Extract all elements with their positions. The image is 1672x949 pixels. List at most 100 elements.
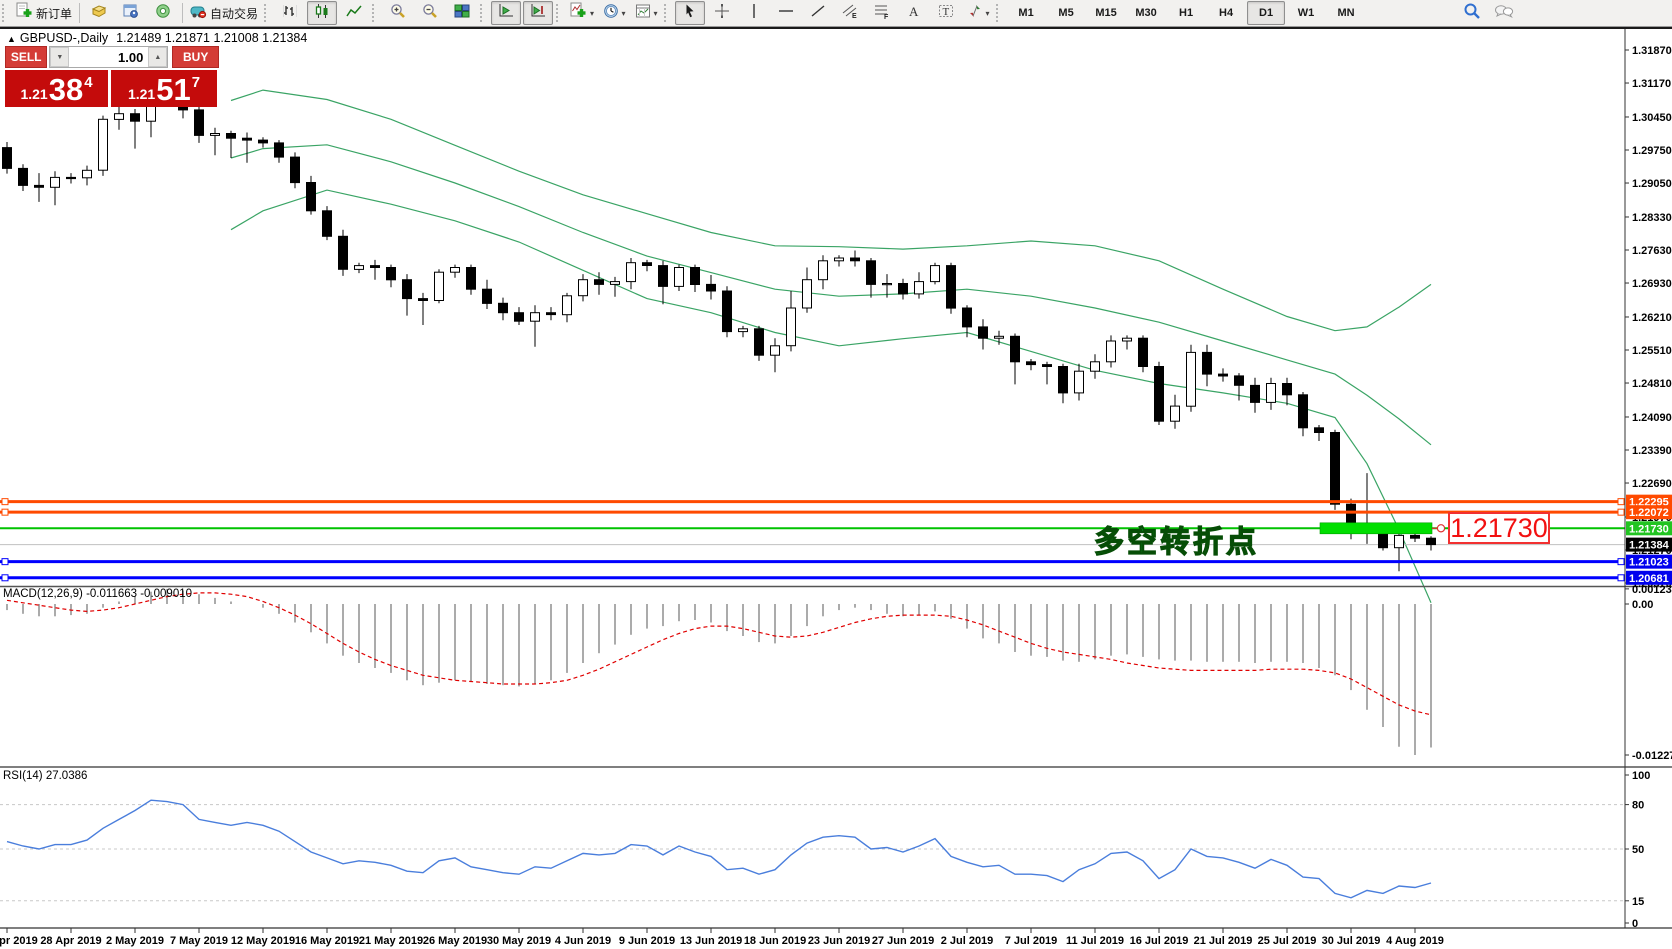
candle-body [1122,337,1132,342]
template-icon [635,3,651,24]
turning-point-zone[interactable] [1319,522,1433,535]
line-handle[interactable] [1617,558,1625,566]
price-axis-label: 1.29050 [1632,178,1672,190]
autotrading-button[interactable]: 自动交易 [187,1,261,25]
search-button[interactable] [1457,1,1487,25]
buy-button[interactable]: BUY [172,46,219,68]
collapse-arrow-icon[interactable]: ▲ [7,34,16,44]
target1-badge-label: 1.21023 [1629,557,1669,569]
turning-point-annotation[interactable]: 多空转折点 [1093,525,1259,559]
candle-body [114,113,124,120]
vertical-line-button[interactable] [739,1,769,25]
arrows-button[interactable]: ▾ [963,1,993,25]
svg-text:F: F [884,14,889,19]
chat-button[interactable] [1489,1,1519,25]
crosshair-button[interactable] [707,1,737,25]
data-window-button[interactable] [116,1,146,25]
toolbar: 新订单 自动交易 ▾ ▾ ▾ E F A T ▾ M1 M5 M15 M30 H1 H4 D1 W1 MN [0,0,1672,27]
timeframe-m30[interactable]: M30 [1127,1,1165,25]
toolbar-separator [79,3,81,23]
candle-body [1218,373,1228,377]
book-icon [91,3,107,24]
horizontal-line-button[interactable] [771,1,801,25]
timeframe-mn[interactable]: MN [1327,1,1365,25]
market-watch-button[interactable] [84,1,114,25]
periods-button[interactable]: ▾ [599,1,629,25]
candle-body [546,312,556,316]
new-order-button[interactable]: 新订单 [13,1,75,25]
shift-icon [530,3,546,24]
timeframe-m1[interactable]: M1 [1007,1,1045,25]
timeframe-m1-label: M1 [1018,7,1034,19]
timeframe-m15[interactable]: M15 [1087,1,1125,25]
rsi-axis-label: 80 [1632,800,1644,812]
candle-body [898,283,908,295]
indicator-icon [570,2,587,24]
sell-button[interactable]: SELL [5,46,48,68]
line-handle[interactable] [1,508,9,516]
line-handle[interactable] [1,498,9,506]
zoom-out-button[interactable] [415,1,445,25]
channel-icon: E [842,3,858,24]
timeframe-h1[interactable]: H1 [1167,1,1205,25]
crosshair-icon [714,3,730,24]
channel-button[interactable]: E [835,1,865,25]
bid-price[interactable]: 1.21 38 4 [5,70,108,107]
bar-chart-button[interactable] [275,1,305,25]
timeframe-h4[interactable]: H4 [1207,1,1245,25]
navigator-button[interactable] [148,1,178,25]
price-callout-box[interactable]: 1.21730 [1448,512,1550,544]
one-click-trading-panel: SELL ▼ ▲ BUY 1.21 38 4 1.21 51 7 [5,46,219,107]
candle-body [818,260,828,281]
clock-icon [603,3,619,24]
trendline-button[interactable] [803,1,833,25]
line-handle[interactable] [1617,574,1625,582]
indicators-button[interactable]: ▾ [567,1,597,25]
candle-body [882,283,892,286]
timeframe-d1[interactable]: D1 [1247,1,1286,25]
target2-badge-label: 1.20681 [1629,573,1669,585]
candle-body [1266,383,1276,403]
candle-body [1026,361,1036,366]
window-icon [123,3,139,24]
line-chart-button[interactable] [339,1,369,25]
zoom-in-button[interactable] [383,1,413,25]
candle-body [402,279,412,300]
date-axis-label: 4 Aug 2019 [1386,935,1444,947]
text-label-button[interactable]: T [931,1,961,25]
volume-up-button[interactable]: ▲ [148,47,168,67]
ask-price[interactable]: 1.21 51 7 [111,70,217,107]
volume-input[interactable] [69,47,149,67]
toolbar-right-icons [1456,1,1520,25]
line-handle[interactable] [1,558,9,566]
bid-small-digits: 1.21 [20,86,48,102]
cursor-button[interactable] [675,1,706,25]
callout-anchor[interactable] [1436,524,1446,533]
bollinger-upper-band [230,89,1432,332]
timeframe-m5[interactable]: M5 [1047,1,1085,25]
auto-scroll-button[interactable] [491,1,522,25]
candle-body [674,267,684,287]
date-axis-label: 4 Jun 2019 [555,935,611,947]
fibonacci-button[interactable]: F [867,1,897,25]
tile-windows-button[interactable] [447,1,477,25]
candle-body [450,267,460,273]
chart-shift-button[interactable] [523,1,554,25]
text-button[interactable]: A [899,1,929,25]
volume-down-button[interactable]: ▼ [50,47,70,67]
chart-title: ▲ GBPUSD-,Daily 1.21489 1.21871 1.21008 1.… [7,31,307,45]
candle-body [290,156,300,184]
templates-button[interactable]: ▾ [631,1,661,25]
candle-body [1282,383,1292,396]
timeframe-w1[interactable]: W1 [1287,1,1325,25]
candle-body [50,176,60,188]
candlestick-button[interactable] [307,1,338,25]
candle-body [1330,432,1340,505]
line-handle[interactable] [1617,498,1625,506]
timeframe-h4-label: H4 [1219,7,1234,19]
line-handle[interactable] [1617,508,1625,516]
date-axis-label: 2 Jul 2019 [941,935,994,947]
line-handle[interactable] [1,574,9,582]
candle-body [1058,366,1068,394]
